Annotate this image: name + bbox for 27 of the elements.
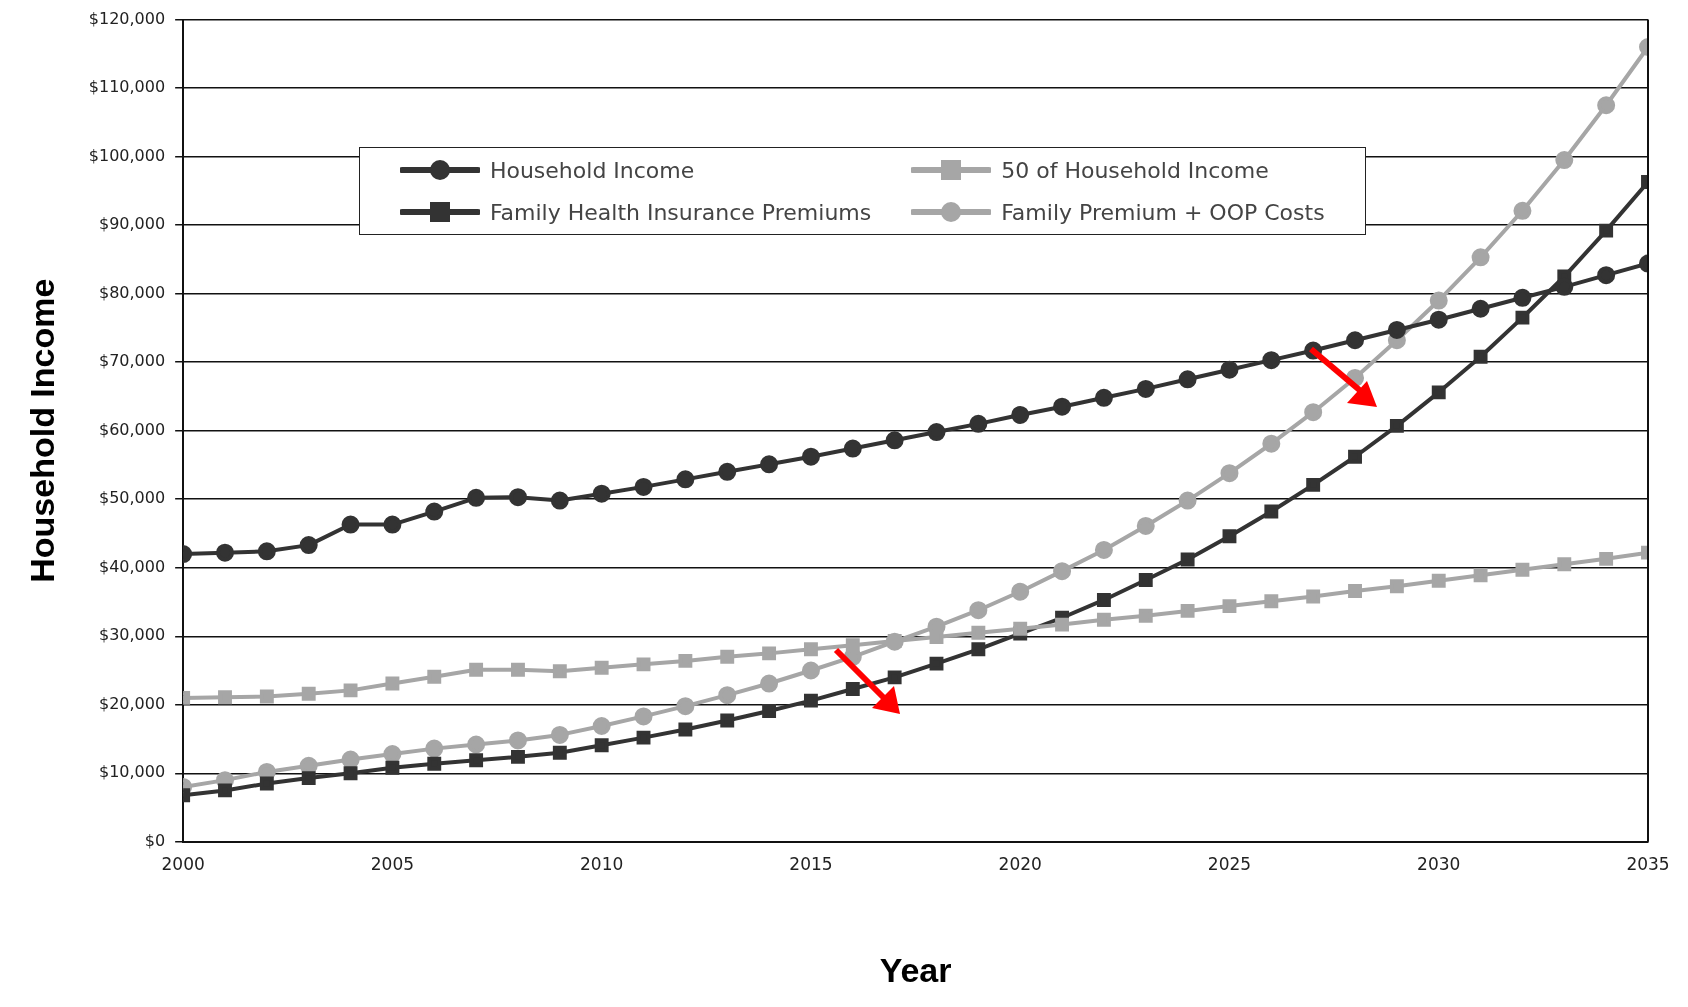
y-tick-label: $100,000 xyxy=(88,145,166,165)
y-tick-label: $10,000 xyxy=(98,762,166,782)
x-tick-label: 2010 xyxy=(580,854,624,875)
y-tick-label: $40,000 xyxy=(98,556,166,576)
x-tick-label: 2015 xyxy=(789,854,833,875)
y-tick-label: $120,000 xyxy=(88,8,166,28)
x-tick-label: 2020 xyxy=(998,854,1042,875)
y-tick-label: $80,000 xyxy=(98,282,166,302)
legend-label: Family Health Insurance Premiums xyxy=(489,199,872,225)
x-tick-label: 2000 xyxy=(161,854,205,875)
y-tick-label: $90,000 xyxy=(98,214,166,234)
x-tick-label: 2035 xyxy=(1626,854,1670,875)
legend-label: 50 of Household Income xyxy=(1001,157,1269,183)
x-tick-label: 2025 xyxy=(1207,854,1252,875)
y-tick-label: $50,000 xyxy=(98,488,166,508)
legend-label: Family Premium + OOP Costs xyxy=(1001,199,1325,225)
y-tick-label: $110,000 xyxy=(88,77,166,97)
y-tick-label: $70,000 xyxy=(98,351,166,371)
y-tick-label: $0 xyxy=(144,830,166,850)
y-axis-title: Household Income xyxy=(22,278,61,583)
y-tick-label: $20,000 xyxy=(98,693,166,713)
y-tick-label: $60,000 xyxy=(98,419,166,439)
legend-label: Household Income xyxy=(489,157,695,183)
x-tick-label: 2030 xyxy=(1417,854,1461,875)
x-axis-title: Year xyxy=(879,950,952,989)
x-tick-label: 2005 xyxy=(370,854,415,875)
y-tick-label: $30,000 xyxy=(98,625,166,645)
